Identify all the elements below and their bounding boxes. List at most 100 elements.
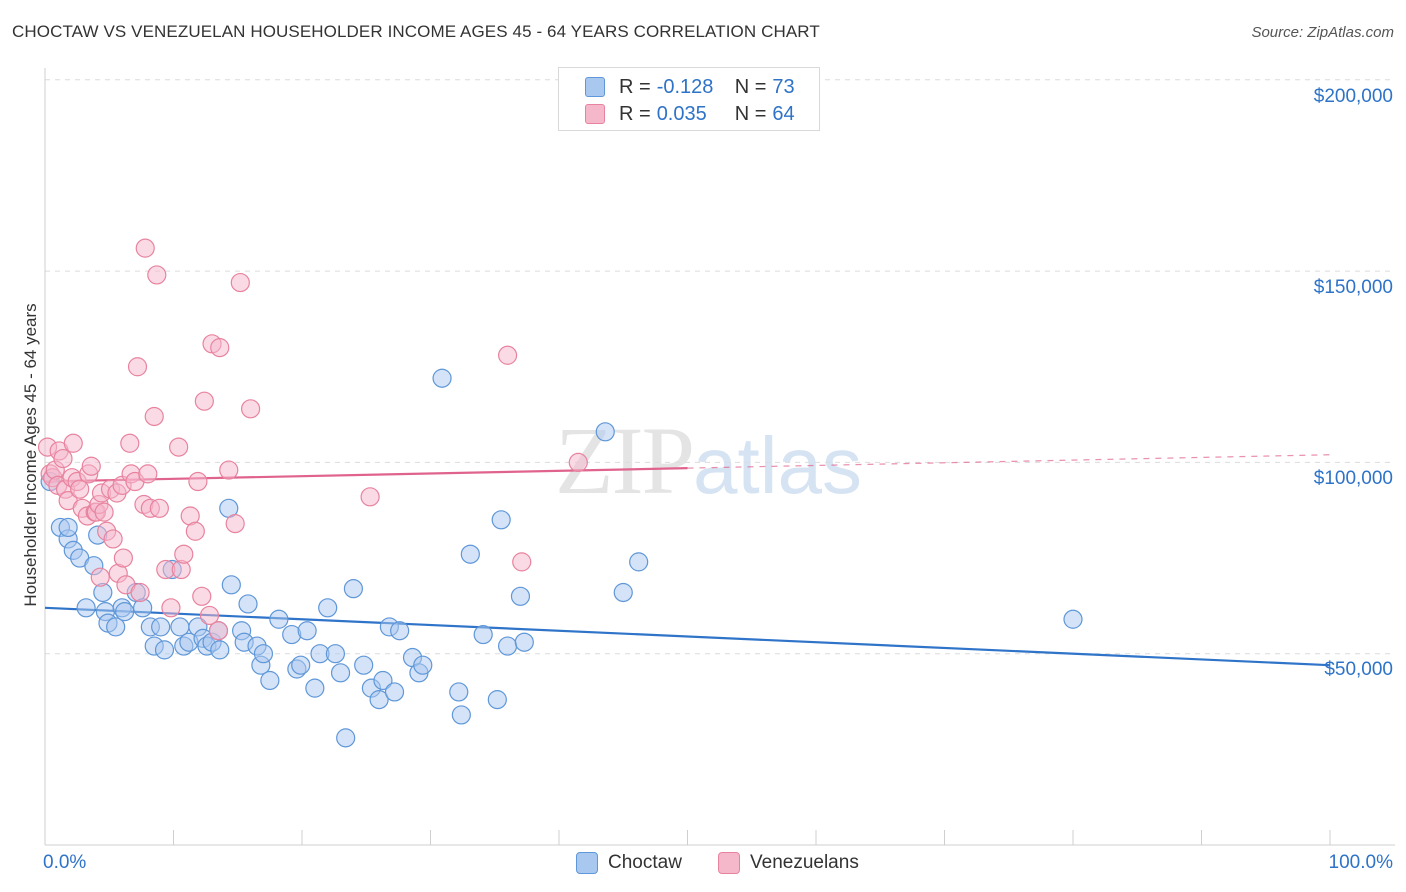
venezuelan-point bbox=[225, 514, 245, 534]
venezuelan-point bbox=[127, 357, 148, 377]
choctaw-point bbox=[325, 644, 346, 664]
r-value: -0.128 bbox=[656, 75, 714, 98]
gridlines bbox=[45, 79, 1395, 655]
y-axis-label: Householder Income Ages 45 - 64 years bbox=[21, 303, 40, 607]
choctaw-legend-swatch bbox=[576, 852, 598, 874]
choctaw-point bbox=[330, 663, 351, 683]
venezuelan-point bbox=[63, 433, 83, 453]
choctaw-point bbox=[269, 609, 289, 629]
venezuelan-point bbox=[194, 391, 214, 411]
venezuelan-point bbox=[185, 521, 205, 541]
venezuelan-point bbox=[103, 529, 123, 549]
venezuelan-point bbox=[169, 437, 189, 457]
venezuelan-point bbox=[113, 548, 133, 568]
choctaw-swatch bbox=[585, 77, 605, 97]
chart-title: CHOCTAW VS VENEZUELAN HOUSEHOLDER INCOME… bbox=[12, 22, 820, 41]
venezuelan-point bbox=[568, 452, 588, 472]
choctaw-point bbox=[115, 602, 135, 622]
axes bbox=[44, 68, 1395, 846]
choctaw-point bbox=[58, 517, 78, 538]
series-legend-choctaw: Choctaw bbox=[576, 852, 682, 874]
choctaw-point bbox=[384, 682, 405, 702]
venezuelan-point bbox=[360, 487, 380, 507]
choctaw-point bbox=[151, 617, 171, 637]
choctaw-point bbox=[373, 670, 393, 691]
venezuelan-point bbox=[188, 471, 208, 492]
choctaw-point bbox=[451, 705, 471, 725]
choctaw-point bbox=[210, 640, 230, 660]
venezuelan-point bbox=[210, 338, 230, 358]
venezuelan-point bbox=[230, 272, 250, 293]
choctaw-point bbox=[238, 594, 258, 614]
venezuelan-point bbox=[70, 479, 90, 499]
venezuelan-point bbox=[144, 406, 164, 427]
choctaw-point bbox=[305, 678, 325, 698]
x-tick-label-max: 100.0% bbox=[1328, 852, 1393, 873]
choctaw-point bbox=[221, 575, 241, 595]
choctaw-point bbox=[106, 617, 126, 637]
choctaw-point bbox=[390, 621, 410, 641]
venezuelan-point bbox=[94, 502, 114, 522]
choctaw-point bbox=[260, 670, 280, 691]
data-points bbox=[37, 238, 1083, 748]
choctaw-point bbox=[154, 640, 175, 660]
venezuelan-point bbox=[219, 460, 239, 480]
choctaw-point bbox=[498, 636, 518, 656]
n-label: N = bbox=[734, 75, 767, 98]
r-label: R = bbox=[619, 75, 651, 98]
venezuelan-point bbox=[53, 448, 73, 469]
venezuelan-point bbox=[199, 605, 220, 626]
venezuelan-point bbox=[90, 567, 110, 587]
venezuelan-trend-line-extrapolated bbox=[687, 454, 1331, 469]
correlation-legend: R = -0.128 N = 73 R = 0.035 N = 64 bbox=[558, 67, 820, 131]
x-tick-label-min: 0.0% bbox=[43, 852, 87, 873]
venezuelan-point bbox=[498, 345, 518, 365]
venezuelan-point bbox=[208, 621, 229, 641]
y-tick-label-50000: $50,000 bbox=[1324, 659, 1393, 680]
r-value: 0.035 bbox=[656, 102, 707, 125]
r-label: R = bbox=[619, 102, 651, 125]
venezuelan-point bbox=[130, 582, 150, 603]
venezuelan-point bbox=[120, 433, 140, 453]
choctaw-point bbox=[595, 422, 615, 442]
venezuelan-point bbox=[135, 238, 155, 258]
venezuelan-point bbox=[192, 586, 212, 606]
venezuelan-point bbox=[147, 265, 167, 285]
choctaw-point bbox=[510, 586, 531, 606]
choctaw-point bbox=[297, 621, 317, 641]
choctaw-point bbox=[514, 632, 534, 652]
venezuelans-legend-label: Venezuelans bbox=[750, 852, 859, 873]
source-label: Source: ZipAtlas.com bbox=[1251, 24, 1394, 41]
venezuelan-point bbox=[149, 498, 169, 518]
y-tick-label-200000: $200,000 bbox=[1313, 86, 1393, 107]
choctaw-point bbox=[449, 682, 469, 702]
legend-row-choctaw: R = -0.128 N = 73 bbox=[585, 74, 795, 100]
choctaw-point bbox=[291, 655, 311, 675]
y-tick-label-100000: $100,000 bbox=[1313, 468, 1393, 489]
series-legend-venezuelans: Venezuelans bbox=[718, 852, 859, 874]
choctaw-point bbox=[76, 598, 96, 618]
choctaw-point bbox=[318, 598, 338, 618]
y-tick-label-150000: $150,000 bbox=[1313, 277, 1393, 298]
venezuelan-point bbox=[174, 544, 194, 564]
n-value: 73 bbox=[772, 75, 795, 98]
venezuelan-point bbox=[81, 456, 101, 476]
legend-row-venezuelans: R = 0.035 N = 64 bbox=[585, 101, 795, 127]
venezuelan-point bbox=[512, 552, 532, 572]
venezuelans-swatch bbox=[585, 104, 605, 124]
venezuelans-legend-swatch bbox=[718, 852, 740, 874]
choctaw-point bbox=[354, 655, 374, 675]
venezuelan-point bbox=[138, 464, 158, 484]
choctaw-point bbox=[613, 582, 633, 603]
choctaw-point bbox=[369, 690, 389, 710]
choctaw-point bbox=[629, 552, 649, 572]
choctaw-point bbox=[487, 690, 507, 710]
choctaw-point bbox=[473, 624, 493, 645]
choctaw-point bbox=[1063, 609, 1083, 629]
choctaw-point bbox=[491, 510, 511, 530]
choctaw-point bbox=[253, 644, 274, 664]
choctaw-point bbox=[460, 544, 480, 564]
n-label: N = bbox=[734, 102, 767, 125]
choctaw-point bbox=[413, 655, 433, 675]
